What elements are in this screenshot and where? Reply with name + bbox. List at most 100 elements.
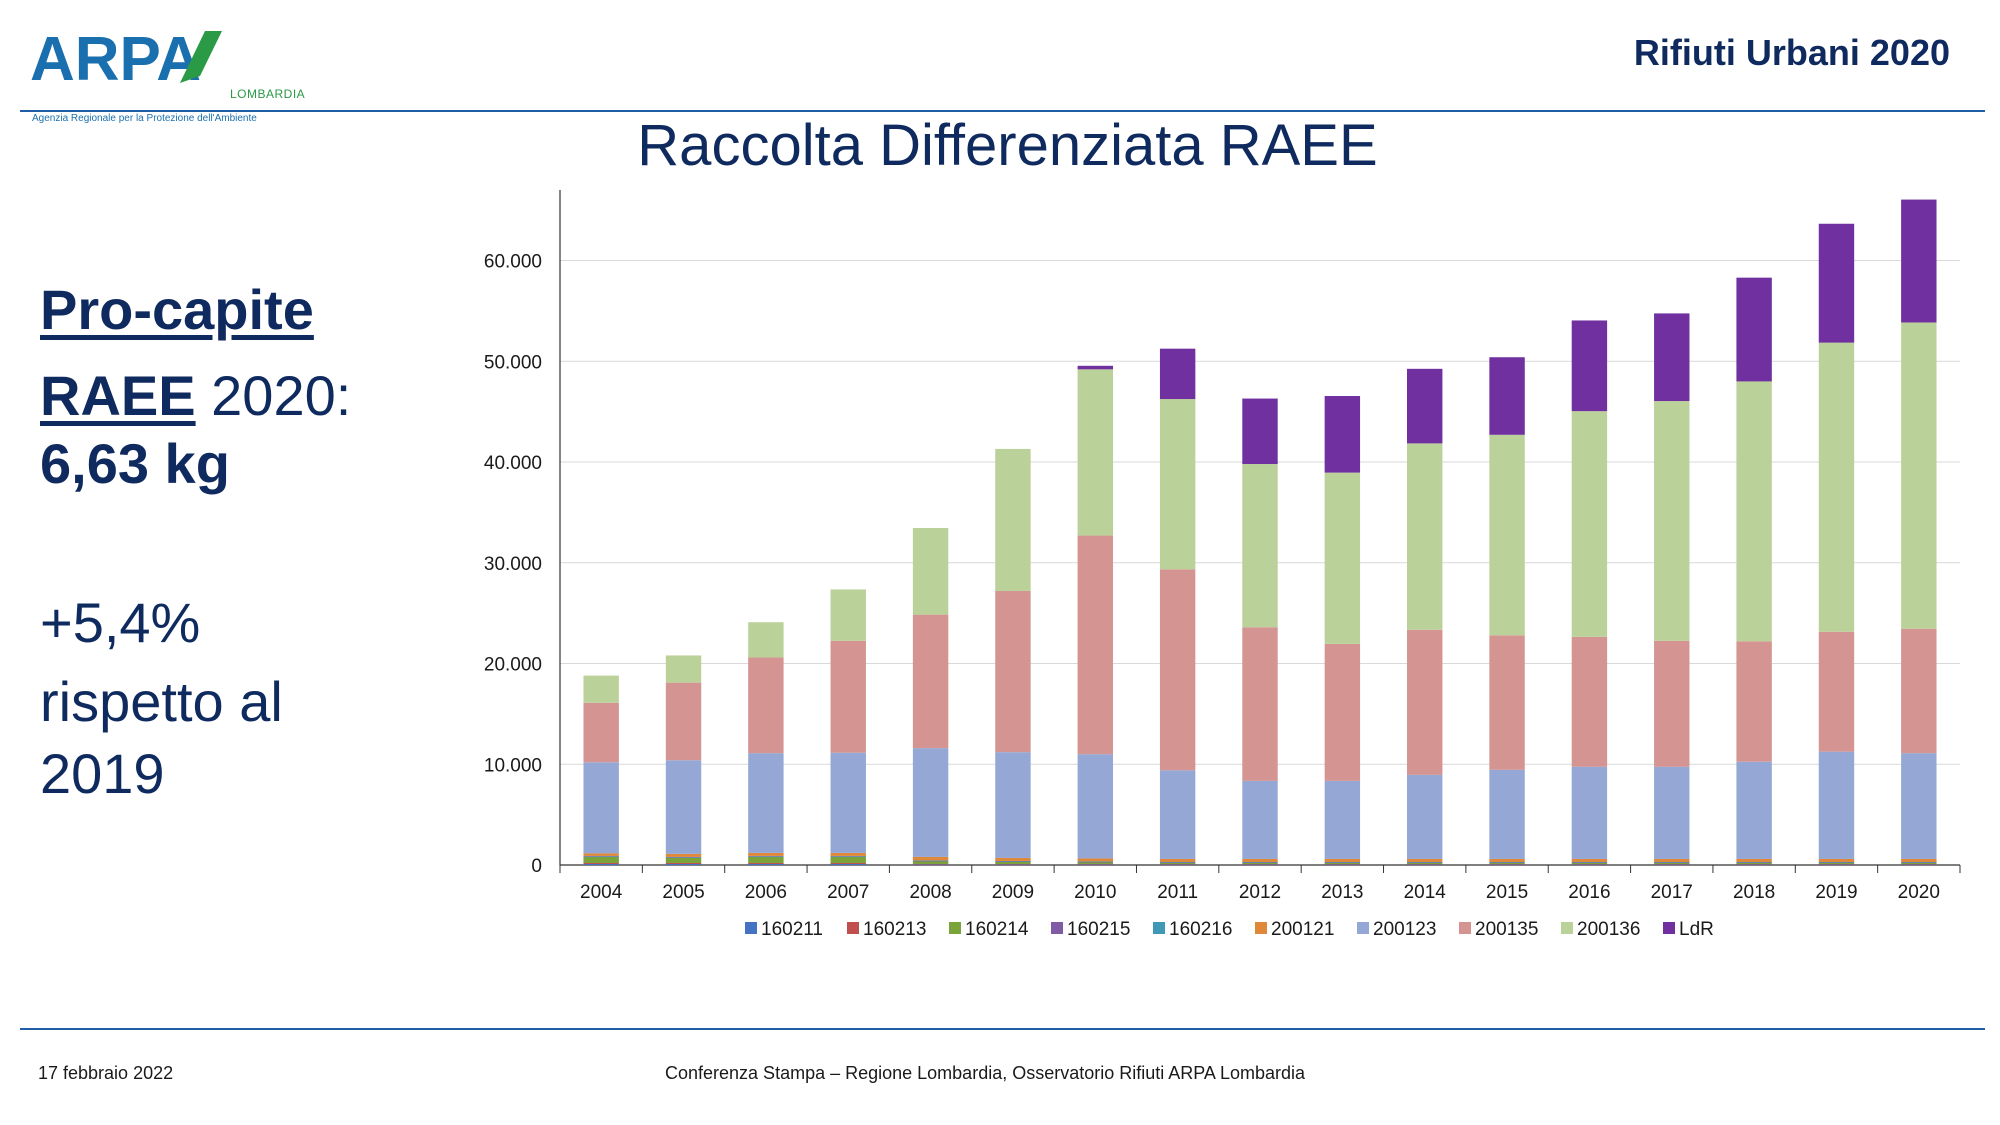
- bar-segment: [1159, 569, 1196, 771]
- bar-segment: [830, 752, 866, 853]
- legend-swatch: [1255, 922, 1267, 934]
- chart-title: Raccolta Differenziata RAEE: [637, 113, 1378, 178]
- bar-segment: [830, 855, 866, 857]
- bar-segment: [1736, 381, 1772, 642]
- bar-segment: [1159, 348, 1196, 400]
- x-tick-label: 2011: [1157, 882, 1198, 903]
- bar-segment: [583, 702, 619, 763]
- bar-segment: [1654, 858, 1690, 862]
- bar-segment: [665, 856, 702, 858]
- bar-segment: [1818, 858, 1855, 862]
- bar-segment: [748, 863, 784, 865]
- bar-segment: [1407, 368, 1443, 444]
- bar-segment: [1818, 342, 1855, 632]
- bar-segment: [995, 861, 1031, 862]
- bar-segment: [912, 860, 949, 862]
- bar-segment: [1324, 472, 1361, 644]
- bar-segment: [912, 864, 949, 865]
- x-tick-label: 2004: [580, 882, 623, 903]
- bar-segment: [1901, 864, 1937, 865]
- bar-segment: [1818, 223, 1855, 343]
- bar-segment: [1324, 862, 1361, 863]
- legend-swatch: [847, 922, 859, 934]
- bar-segment: [748, 856, 784, 863]
- logo-tagline: Agenzia Regionale per la Protezione dell…: [32, 113, 257, 124]
- bar-segment: [912, 614, 949, 749]
- bar-segment: [912, 860, 949, 861]
- bar-segment: [830, 852, 866, 856]
- bar-segment: [1077, 864, 1113, 865]
- x-tick-label: 2007: [827, 882, 869, 903]
- x-tick-label: 2008: [909, 882, 951, 903]
- y-tick-label: 30.000: [484, 554, 542, 575]
- bar-segment: [1407, 863, 1443, 865]
- comparison-text: rispetto al 2019: [40, 670, 283, 805]
- left-panel: Pro-capite RAEE 2020: 6,63 kg +5,4% risp…: [40, 270, 460, 810]
- bar-segment: [1489, 863, 1525, 865]
- bar-segment: [1901, 753, 1937, 859]
- raee-label: RAEE: [40, 364, 196, 427]
- pro-capite-value: 6,63 kg: [40, 432, 230, 495]
- x-tick-label: 2019: [1815, 882, 1857, 903]
- bar-segment: [583, 855, 619, 857]
- bar-segment: [1077, 754, 1113, 859]
- bar-segment: [1818, 862, 1855, 863]
- logo-sub: LOMBARDIA: [230, 87, 306, 101]
- bar-segment: [1736, 861, 1772, 863]
- bar-segment: [1407, 861, 1443, 863]
- bar-segment: [665, 857, 702, 863]
- bar-segment: [748, 855, 784, 857]
- bar-segment: [1242, 398, 1278, 465]
- bar-segment: [1242, 861, 1278, 863]
- y-tick-label: 60.000: [484, 252, 542, 273]
- year-text: 2020:: [195, 364, 352, 427]
- bar-segment: [1489, 862, 1525, 863]
- x-tick-label: 2015: [1486, 882, 1528, 903]
- bar-segment: [1901, 863, 1937, 865]
- legend-label: 160216: [1169, 919, 1232, 940]
- bar-segment: [1159, 863, 1196, 865]
- bar-segment: [1736, 761, 1772, 859]
- bar-segment: [995, 590, 1031, 753]
- legend-label: 160211: [761, 919, 823, 940]
- arpa-logo-graphic: ARPA: [30, 28, 222, 88]
- bar-segment: [1077, 862, 1113, 864]
- bar-segment: [1159, 770, 1196, 859]
- arpa-logo: ARPA LOMBARDIA Agenzia Regionale per la …: [30, 28, 305, 124]
- legend-swatch: [1153, 922, 1165, 934]
- bar-segment: [1324, 858, 1361, 862]
- bar-segment: [830, 640, 866, 753]
- bar-segment: [1489, 434, 1525, 636]
- legend-label: 200121: [1271, 919, 1334, 940]
- bar-segment: [1571, 862, 1608, 864]
- bar-segment: [912, 856, 949, 861]
- bar-segment: [1654, 640, 1690, 767]
- bar-segment: [748, 622, 784, 658]
- bar-segment: [1242, 780, 1278, 859]
- legend-swatch: [745, 922, 757, 934]
- bar-segment: [1571, 861, 1608, 863]
- bar-segment: [1489, 861, 1525, 863]
- bar-segment: [1159, 861, 1196, 863]
- legend-swatch: [1357, 922, 1369, 934]
- bar-segment: [1654, 766, 1690, 859]
- bar-segment: [1324, 864, 1361, 865]
- bar-segment: [1736, 864, 1772, 865]
- x-tick-label: 2017: [1651, 882, 1693, 903]
- bar-segment: [1818, 751, 1855, 859]
- bar-segment: [748, 852, 784, 856]
- bar-segment: [1077, 369, 1113, 536]
- bar-segment: [1818, 631, 1855, 752]
- bar-segment: [583, 863, 619, 865]
- bar-segment: [1324, 643, 1361, 781]
- bar-segment: [1654, 862, 1690, 863]
- bar-segment: [1489, 862, 1525, 864]
- x-tick-label: 2014: [1404, 882, 1447, 903]
- bar-segment: [1324, 861, 1361, 863]
- y-tick-label: 40.000: [484, 453, 542, 474]
- bar-segment: [1242, 864, 1278, 865]
- bar-segment: [1571, 411, 1608, 637]
- bar-segment: [1077, 365, 1113, 370]
- legend-label: 200135: [1475, 919, 1538, 940]
- bar-segment: [1077, 535, 1113, 755]
